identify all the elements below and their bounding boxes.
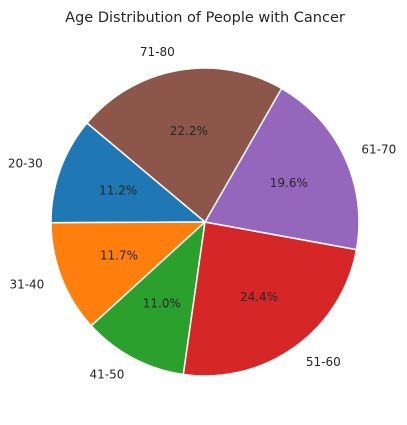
pie-slice-61-70 — [204, 87, 360, 251]
category-label-31-40: 31-40 — [9, 278, 44, 292]
category-label-61-70: 61-70 — [361, 142, 396, 156]
percent-labels: 11.2% 11.7% 11.0% 24.4% 19.6% 22.2% — [99, 124, 308, 311]
pie-slice-41-50 — [90, 221, 206, 376]
category-label-71-80: 71-80 — [140, 45, 175, 59]
percent-label-61-70: 19.6% — [270, 176, 308, 190]
pie-slices — [50, 67, 360, 377]
category-label-20-30: 20-30 — [8, 156, 43, 170]
percent-label-20-30: 11.2% — [99, 184, 137, 198]
percent-label-71-80: 22.2% — [170, 124, 208, 138]
pie-slice-71-80 — [86, 67, 283, 223]
percent-label-31-40: 11.7% — [100, 249, 138, 263]
pie-slice-51-60 — [182, 221, 358, 377]
category-labels: 20-30 31-40 41-50 51-60 61-70 71-80 — [8, 45, 396, 381]
category-label-41-50: 41-50 — [90, 367, 125, 381]
pie-slice-20-30 — [50, 122, 206, 224]
chart-title: Age Distribution of People with Cancer — [65, 10, 345, 26]
percent-label-51-60: 24.4% — [240, 290, 278, 304]
category-label-51-60: 51-60 — [306, 355, 341, 369]
percent-label-41-50: 11.0% — [143, 297, 181, 311]
pie-slice-31-40 — [50, 221, 206, 327]
